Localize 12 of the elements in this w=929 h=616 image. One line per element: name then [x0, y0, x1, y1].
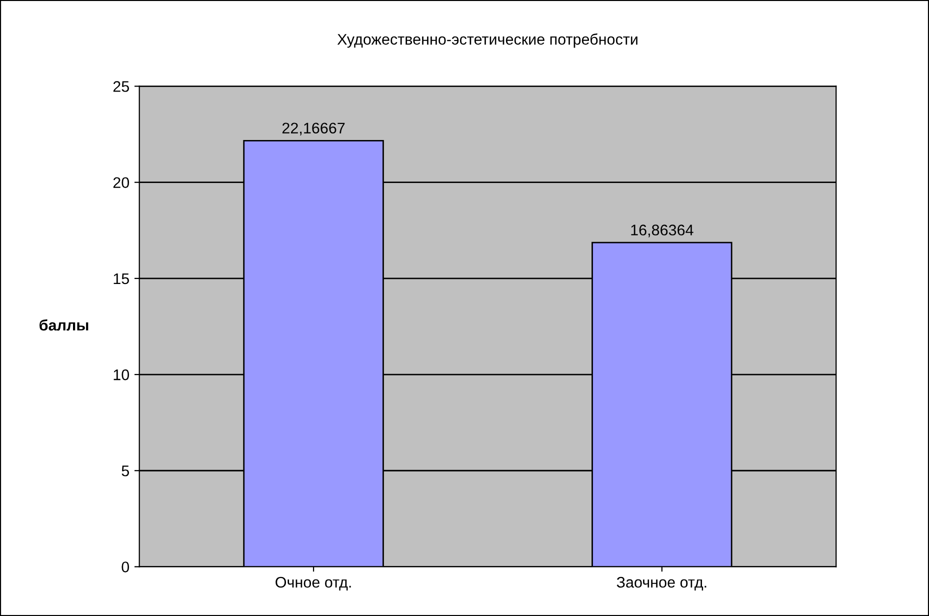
y-tick-label: 15 [114, 273, 129, 284]
data-label: 22,16667 [282, 122, 345, 136]
y-tick-label: 20 [113, 177, 130, 188]
y-tick-label: 5 [122, 466, 129, 476]
x-tick-label: Заочное отд. [616, 576, 706, 591]
y-tick-label: 25 [113, 81, 129, 92]
y-axis-title: баллы [40, 319, 88, 331]
chart-title: Художественно-эстетические потребности [337, 33, 638, 48]
y-tick-label: 10 [114, 369, 130, 380]
data-label: 16,86364 [631, 224, 694, 238]
y-tick-label: 0 [122, 562, 130, 572]
x-tick-label: Очное отд. [276, 576, 351, 591]
